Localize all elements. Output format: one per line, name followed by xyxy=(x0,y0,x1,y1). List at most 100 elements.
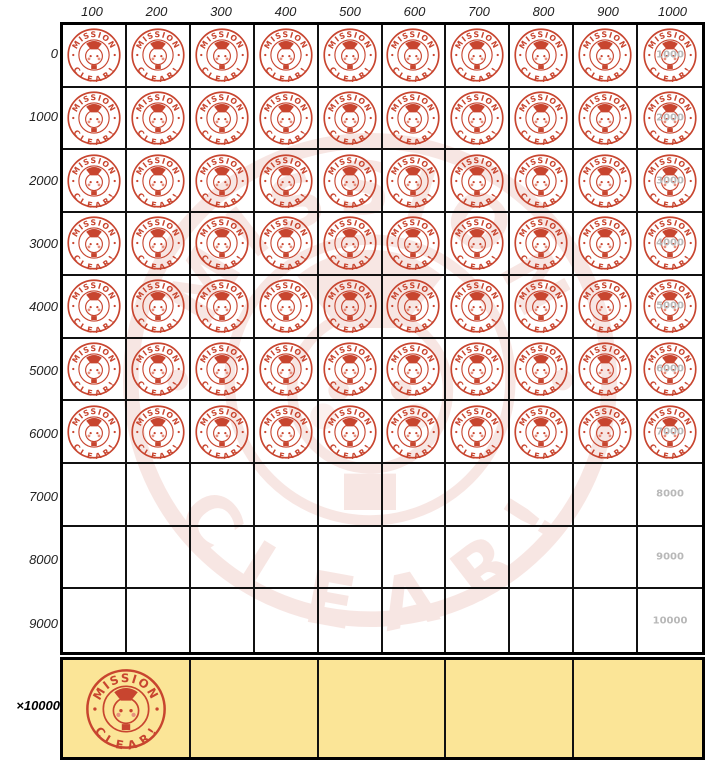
stamp-cell[interactable] xyxy=(254,401,319,464)
stamp-cell[interactable] xyxy=(574,338,639,402)
stamp-cell[interactable] xyxy=(190,213,255,276)
stamp-cell[interactable] xyxy=(318,213,383,276)
stamp-cell[interactable] xyxy=(574,463,639,527)
stamp-cell[interactable] xyxy=(126,526,191,590)
stamp-cell[interactable] xyxy=(510,213,575,276)
stamp-cell[interactable] xyxy=(254,338,319,402)
stamp-cell[interactable] xyxy=(190,275,255,339)
stamp-cell[interactable]: 9000 xyxy=(638,527,702,590)
stamp-cell[interactable]: 8000 xyxy=(638,464,702,527)
stamp-cell[interactable] xyxy=(382,25,447,88)
stamp-cell[interactable] xyxy=(574,526,639,590)
stamp-cell[interactable] xyxy=(446,526,511,590)
stamp-cell[interactable] xyxy=(446,213,511,276)
stamp-cell[interactable] xyxy=(126,213,191,276)
stamp-cell[interactable] xyxy=(382,463,447,527)
stamp-cell[interactable] xyxy=(510,25,575,88)
stamp-cell[interactable] xyxy=(254,150,319,214)
stamp-cell[interactable]: 10000 xyxy=(638,589,702,652)
stamp-cell[interactable] xyxy=(574,87,639,151)
stamp-cell[interactable] xyxy=(63,275,127,339)
stamp-cell[interactable] xyxy=(446,275,511,339)
stamp-cell[interactable]: 3000 xyxy=(638,150,702,214)
stamp-cell[interactable] xyxy=(63,25,127,88)
stamp-cell[interactable] xyxy=(446,463,511,527)
stamp-cell[interactable] xyxy=(318,87,383,151)
stamp-cell[interactable] xyxy=(126,338,191,402)
stamp-cell[interactable] xyxy=(446,401,511,464)
stamp-cell[interactable] xyxy=(446,87,511,151)
stamp-cell[interactable] xyxy=(318,150,383,214)
stamp-cell[interactable] xyxy=(574,25,639,88)
stamp-cell[interactable] xyxy=(190,463,255,527)
stamp-cell[interactable] xyxy=(382,526,447,590)
stamp-cell[interactable] xyxy=(574,401,639,464)
bonus-cell[interactable] xyxy=(63,660,191,757)
stamp-cell[interactable] xyxy=(255,589,319,652)
stamp-cell[interactable] xyxy=(190,150,255,214)
stamp-cell[interactable] xyxy=(382,213,447,276)
stamp-cell[interactable] xyxy=(63,338,127,402)
stamp-cell[interactable] xyxy=(63,150,127,214)
stamp-cell[interactable]: 6000 xyxy=(638,339,702,402)
stamp-cell[interactable] xyxy=(574,150,639,214)
stamp-cell[interactable] xyxy=(190,526,255,590)
stamp-cell[interactable] xyxy=(510,275,575,339)
stamp-cell[interactable]: 2000 xyxy=(638,88,702,151)
stamp-cell[interactable]: 7000 xyxy=(638,401,702,464)
stamp-cell[interactable] xyxy=(254,213,319,276)
stamp-cell[interactable] xyxy=(510,150,575,214)
stamp-cell[interactable] xyxy=(63,401,127,464)
stamp-cell[interactable] xyxy=(63,589,127,652)
stamp-cell[interactable] xyxy=(319,589,383,652)
stamp-cell[interactable] xyxy=(446,338,511,402)
stamp-cell[interactable] xyxy=(254,87,319,151)
stamp-cell[interactable] xyxy=(382,87,447,151)
stamp-cell[interactable] xyxy=(510,526,575,590)
stamp-cell[interactable] xyxy=(574,213,639,276)
stamp-cell[interactable] xyxy=(446,25,511,88)
stamp-cell[interactable] xyxy=(318,338,383,402)
stamp-cell[interactable]: 4000 xyxy=(638,213,702,276)
stamp-cell[interactable] xyxy=(446,150,511,214)
stamp-cell[interactable] xyxy=(318,275,383,339)
stamp-cell[interactable] xyxy=(63,87,127,151)
stamp-cell[interactable] xyxy=(382,401,447,464)
stamp-cell[interactable] xyxy=(382,150,447,214)
stamp-cell[interactable]: 5000 xyxy=(638,276,702,339)
stamp-cell[interactable]: 1000 xyxy=(638,25,702,88)
stamp-cell[interactable] xyxy=(190,401,255,464)
stamp-cell[interactable] xyxy=(126,275,191,339)
stamp-cell[interactable] xyxy=(574,275,639,339)
stamp-cell[interactable] xyxy=(318,526,383,590)
stamp-cell[interactable] xyxy=(126,150,191,214)
stamp-cell[interactable] xyxy=(63,463,127,527)
stamp-cell[interactable] xyxy=(126,87,191,151)
stamp-cell[interactable] xyxy=(510,87,575,151)
stamp-cell[interactable] xyxy=(510,463,575,527)
stamp-cell[interactable] xyxy=(383,589,447,652)
stamp-cell[interactable] xyxy=(574,589,639,652)
stamp-cell[interactable] xyxy=(191,589,255,652)
stamp-cell[interactable] xyxy=(127,589,191,652)
stamp-cell[interactable] xyxy=(510,401,575,464)
stamp-cell[interactable] xyxy=(382,275,447,339)
bonus-cell[interactable] xyxy=(191,660,319,757)
stamp-cell[interactable] xyxy=(254,526,319,590)
bonus-cell[interactable] xyxy=(446,660,575,757)
stamp-cell[interactable] xyxy=(254,275,319,339)
stamp-cell[interactable] xyxy=(254,463,319,527)
stamp-cell[interactable] xyxy=(254,25,319,88)
stamp-cell[interactable] xyxy=(190,25,255,88)
stamp-cell[interactable] xyxy=(126,463,191,527)
stamp-cell[interactable] xyxy=(382,338,447,402)
stamp-cell[interactable] xyxy=(318,401,383,464)
bonus-cell[interactable] xyxy=(574,660,702,757)
stamp-cell[interactable] xyxy=(318,463,383,527)
stamp-cell[interactable] xyxy=(510,338,575,402)
stamp-cell[interactable] xyxy=(63,213,127,276)
bonus-cell[interactable] xyxy=(319,660,447,757)
stamp-cell[interactable] xyxy=(446,589,511,652)
stamp-cell[interactable] xyxy=(318,25,383,88)
stamp-cell[interactable] xyxy=(126,401,191,464)
